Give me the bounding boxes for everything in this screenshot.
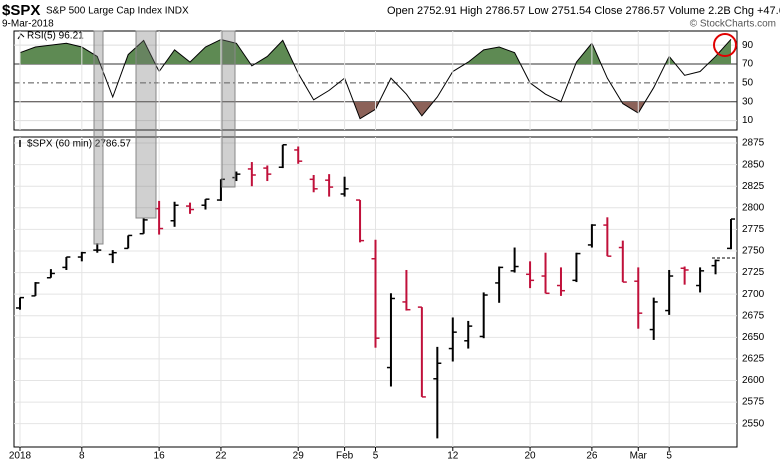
y-tick-label: 2850: [742, 159, 765, 170]
y-tick-label: 2825: [742, 181, 765, 192]
highlight-box: [221, 30, 236, 188]
security-name: S&P 500 Large Cap Index INDX: [46, 6, 189, 17]
x-tick-label: 2018: [9, 451, 32, 462]
plot-area: 10 30 50 70 90 RSI(5) 96.21 2550 2575 2600 2625 26…: [9, 30, 765, 462]
y-tick-label: 2775: [742, 224, 765, 235]
overbought-fill: [20, 39, 731, 64]
x-tick-label: 8: [79, 451, 85, 462]
x-tick-label: 5: [666, 451, 672, 462]
annotations: [93, 30, 737, 259]
x-tick-label: Mar: [630, 451, 648, 462]
x-tick-label: 12: [447, 451, 459, 462]
legend-icon: [17, 33, 25, 40]
x-tick-label: 16: [154, 451, 166, 462]
y-tick-label: 2675: [742, 310, 765, 321]
symbol: $SPX: [2, 2, 40, 19]
y-tick-label: 10: [742, 115, 754, 126]
x-tick-label: Feb: [336, 451, 354, 462]
y-tick-label: 70: [742, 59, 754, 70]
y-tick-label: 2725: [742, 267, 765, 278]
y-tick-label: 2575: [742, 397, 765, 408]
x-tick-label: 5: [373, 451, 379, 462]
y-tick-label: 2550: [742, 418, 765, 429]
x-tick-label: 26: [586, 451, 598, 462]
date: 9-Mar-2018: [2, 19, 54, 30]
y-tick-label: 2600: [742, 375, 765, 386]
y-tick-label: 30: [742, 96, 754, 107]
y-tick-label: 2875: [742, 138, 765, 149]
x-tick-label: 29: [293, 451, 305, 462]
y-tick-label: 50: [742, 77, 754, 88]
y-tick-label: 2800: [742, 202, 765, 213]
legend-label: $SPX (60 min) 2786.57: [27, 139, 131, 150]
y-tick-label: 2625: [742, 354, 765, 365]
credit: © StockCharts.com: [690, 19, 776, 30]
legend-label: RSI(5) 96.21: [27, 31, 84, 42]
y-tick-label: 2750: [742, 246, 765, 257]
y-tick-label: 90: [742, 40, 754, 51]
y-tick-label: 2650: [742, 332, 765, 343]
highlight-box: [93, 30, 104, 245]
highlight-circle: [713, 33, 737, 57]
highlight-box: [135, 30, 157, 219]
y-tick-label: 2700: [742, 289, 765, 300]
x-tick-label: 20: [525, 451, 537, 462]
quote: Open 2752.91 High 2786.57 Low 2751.54 Cl…: [387, 5, 780, 17]
x-tick-label: 22: [215, 451, 227, 462]
